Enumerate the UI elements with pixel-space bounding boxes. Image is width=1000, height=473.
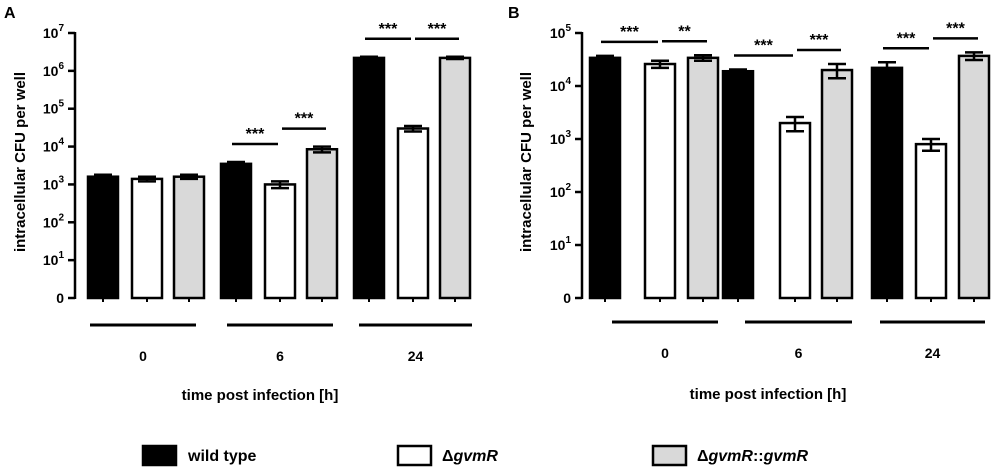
panel-a-y-tick-label: 106 [43,61,65,79]
panel-a-y-tick-label: 107 [43,23,65,41]
panel-a-category-label: 0 [139,348,147,364]
panel-a-bar-complemented-0h [172,175,206,300]
panel-b-significance-label: *** [897,30,916,47]
panel-a-category-label: 6 [276,348,284,364]
panel-a-bar-delta-gvmr-6h [263,183,297,300]
panel-a-y-tick-label: 101 [43,250,65,268]
panel-b-letter: B [508,5,520,22]
legend-label-1: ΔgvmR [442,448,498,465]
legend-label-0: wild type [187,448,257,465]
panel-b-bar-wild-type-0h [588,56,622,300]
panel-b-significance-label: *** [946,20,965,37]
panel-b-category-label: 0 [661,345,669,361]
panel-a-bar-wild-type-24h [352,56,386,300]
panel-a-bar-delta-gvmr-0h [130,177,164,300]
panel-a-letter: A [4,5,16,22]
panel-a-bar-complemented-6h [305,147,339,300]
panel-a-significance-label: *** [246,126,265,143]
panel-b-bar-delta-gvmr-6h [778,121,812,300]
panel-b-bar-delta-gvmr-0h [643,62,677,300]
panel-a-plot: 0 101 102 103 104 105 106 107 0 6 24 *** *** *** *** [43,21,472,364]
panel-b-bar-complemented-0h [686,56,720,300]
panel-a-significance-label: *** [379,21,398,38]
panel-a-category-label: 24 [408,348,424,364]
panel-b-y-tick-label: 102 [550,182,572,200]
panel-b-bar-wild-type-24h [870,66,904,300]
panel-b-significance-label: *** [810,32,829,49]
panel-b-y-tick-label: 101 [550,235,572,253]
panel-a-y-tick-label: 102 [43,212,65,230]
panel-a-bar-wild-type-0h [86,175,120,300]
panel-b-x-axis-title: time post infection [h] [690,386,847,403]
panel-a-bar-wild-type-6h [219,162,253,300]
panel-b-y-tick-label: 104 [550,76,572,94]
panel-b-y-tick-label: 0 [563,290,571,306]
panel-a-significance-label: *** [295,111,314,128]
panel-b-significance-label: *** [754,37,773,54]
panel-a-significance-label: *** [428,21,447,38]
panel-a-bar-complemented-24h [438,56,472,300]
panel-a: A 0 101 102 103 104 105 106 107 0 6 24 *** *** *** ***… [4,5,472,404]
panel-b-y-tick-label: 105 [550,23,572,41]
legend-swatch-0 [141,444,178,467]
legend-swatch-2 [651,444,688,467]
panel-a-y-tick-label: 103 [43,174,65,192]
panel-a-y-tick-label: 104 [43,137,65,155]
panel-b-significance-label: *** [620,24,639,41]
panel-a-y-tick-label: 105 [43,99,65,117]
panel-a-y-axis-title: intracellular CFU per well [12,72,29,252]
legend: wild type ΔgvmR ΔgvmR::gvmR [141,444,809,467]
legend-label-2: ΔgvmR::gvmR [697,448,809,465]
panel-b-y-tick-label: 103 [550,129,572,147]
panel-b-bar-wild-type-6h [721,69,755,300]
panel-b-category-label: 6 [795,345,803,361]
panel-a-bar-delta-gvmr-24h [396,127,430,300]
panel-b-significance-label: ** [678,23,691,40]
panel-b-bar-complemented-6h [820,68,854,300]
panel-a-x-axis-title: time post infection [h] [182,387,339,404]
panel-b-category-label: 24 [925,345,941,361]
panel-b-bar-complemented-24h [957,54,991,300]
panel-a-y-tick-label: 0 [56,290,64,306]
panel-b-bar-delta-gvmr-24h [914,142,948,300]
legend-swatch-1 [396,444,433,467]
panel-b-y-axis-title: intracellular CFU per well [518,72,535,252]
